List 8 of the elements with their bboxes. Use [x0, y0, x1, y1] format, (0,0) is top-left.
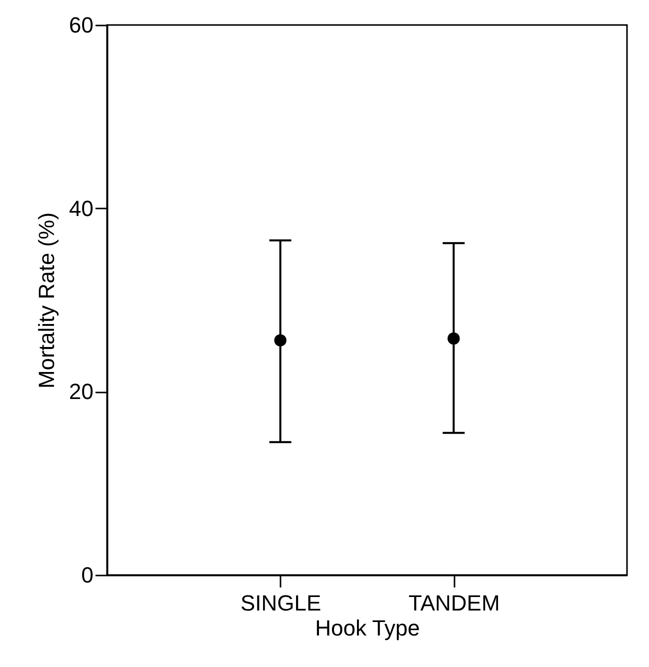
x-tick-label: TANDEM [408, 590, 500, 616]
x-tick-label: SINGLE [240, 590, 322, 616]
x-axis-title: Hook Type [315, 616, 420, 640]
y-tick-label: 40 [69, 196, 94, 221]
y-tick-label: 20 [69, 379, 94, 404]
y-tick-label: 0 [81, 562, 94, 588]
y-axis-title: Mortality Rate (%) [34, 212, 60, 389]
y-tick-label: 60 [69, 12, 94, 38]
